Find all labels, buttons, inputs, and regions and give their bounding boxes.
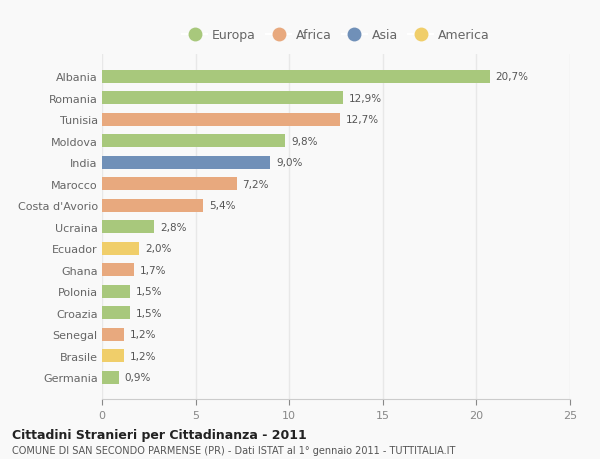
Text: 5,4%: 5,4% xyxy=(209,201,235,211)
Bar xyxy=(102,307,130,319)
Text: COMUNE DI SAN SECONDO PARMENSE (PR) - Dati ISTAT al 1° gennaio 2011 - TUTTITALIA: COMUNE DI SAN SECONDO PARMENSE (PR) - Da… xyxy=(12,446,455,455)
Text: 12,9%: 12,9% xyxy=(349,94,382,104)
Text: 20,7%: 20,7% xyxy=(495,72,528,82)
Bar xyxy=(102,178,237,191)
Bar xyxy=(102,242,139,255)
Bar xyxy=(102,71,490,84)
Bar xyxy=(102,92,343,105)
Bar xyxy=(102,113,340,127)
Text: 12,7%: 12,7% xyxy=(346,115,379,125)
Text: 0,9%: 0,9% xyxy=(124,372,151,382)
Text: 1,5%: 1,5% xyxy=(136,286,162,297)
Text: Cittadini Stranieri per Cittadinanza - 2011: Cittadini Stranieri per Cittadinanza - 2… xyxy=(12,428,307,442)
Bar xyxy=(102,285,130,298)
Bar xyxy=(102,371,119,384)
Text: 1,2%: 1,2% xyxy=(130,351,157,361)
Bar xyxy=(102,199,203,212)
Text: 7,2%: 7,2% xyxy=(242,179,269,189)
Text: 2,8%: 2,8% xyxy=(160,222,187,232)
Bar xyxy=(102,157,271,169)
Bar xyxy=(102,263,134,276)
Text: 1,7%: 1,7% xyxy=(139,265,166,275)
Text: 1,2%: 1,2% xyxy=(130,330,157,339)
Text: 2,0%: 2,0% xyxy=(145,244,172,254)
Bar xyxy=(102,349,124,362)
Bar xyxy=(102,221,154,234)
Text: 9,8%: 9,8% xyxy=(291,136,317,146)
Bar xyxy=(102,135,286,148)
Text: 9,0%: 9,0% xyxy=(276,158,302,168)
Legend: Europa, Africa, Asia, America: Europa, Africa, Asia, America xyxy=(179,27,493,45)
Bar xyxy=(102,328,124,341)
Text: 1,5%: 1,5% xyxy=(136,308,162,318)
